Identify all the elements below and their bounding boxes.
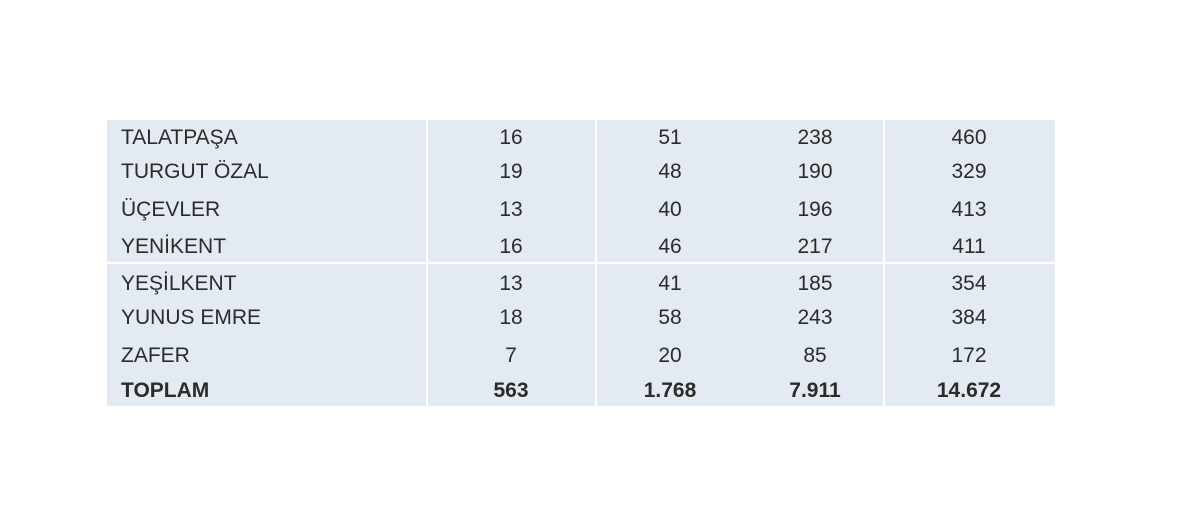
cell-bg [107, 264, 426, 406]
cell-bg [597, 264, 883, 406]
cell-value: 85 [803, 344, 827, 367]
cell-value: 411 [952, 235, 986, 258]
cell-value: 413 [951, 198, 987, 221]
row-label: YEŞİLKENT [121, 272, 237, 295]
cell-value: 13 [499, 272, 523, 295]
cell-value: 196 [797, 198, 833, 221]
cell-bg [885, 264, 1055, 406]
cell-value: 185 [797, 272, 833, 295]
cell-bg [428, 120, 595, 262]
cell-value: 217 [797, 235, 833, 258]
cell-value: 58 [658, 306, 682, 329]
cell-value: 16 [499, 126, 523, 149]
cell-value: 16 [499, 235, 523, 258]
cell-value: 14.672 [936, 379, 1002, 402]
cell-value: 354 [951, 272, 987, 295]
row-label: YENİKENT [121, 235, 227, 258]
cell-value: 190 [797, 160, 833, 183]
cell-bg [597, 120, 883, 262]
row-label: ÜÇEVLER [121, 198, 221, 221]
row-label: TURGUT ÖZAL [121, 160, 269, 183]
cell-value: 563 [493, 379, 529, 402]
row-label: TOPLAM [121, 379, 210, 402]
row-label: YUNUS EMRE [121, 306, 262, 329]
cell-value: 48 [658, 160, 682, 183]
row-label: ZAFER [121, 344, 190, 367]
cell-value: 1.768 [643, 379, 697, 402]
cell-bg [107, 120, 426, 262]
table: TALATPAŞA 16 51 238 460 TURGUT ÖZAL 19 48 190 329… [107, 120, 1055, 406]
cell-value: 384 [951, 306, 987, 329]
cell-value: 13 [499, 198, 523, 221]
cell-value: 460 [951, 126, 987, 149]
cell-value: 51 [658, 126, 682, 149]
cell-value: 19 [499, 160, 523, 183]
cell-value: 20 [658, 344, 682, 367]
cell-value: 329 [951, 160, 987, 183]
cell-bg [428, 264, 595, 406]
cell-value: 243 [797, 306, 833, 329]
cell-value: 7.911 [789, 379, 841, 402]
row-label: TALATPAŞA [121, 126, 238, 149]
cell-value: 46 [658, 235, 682, 258]
cell-value: 7 [505, 344, 517, 367]
cell-value: 172 [951, 344, 987, 367]
cell-value: 238 [797, 126, 833, 149]
cell-value: 18 [499, 306, 523, 329]
cell-value: 41 [658, 272, 682, 295]
cell-bg [885, 120, 1055, 262]
cell-value: 40 [658, 198, 682, 221]
